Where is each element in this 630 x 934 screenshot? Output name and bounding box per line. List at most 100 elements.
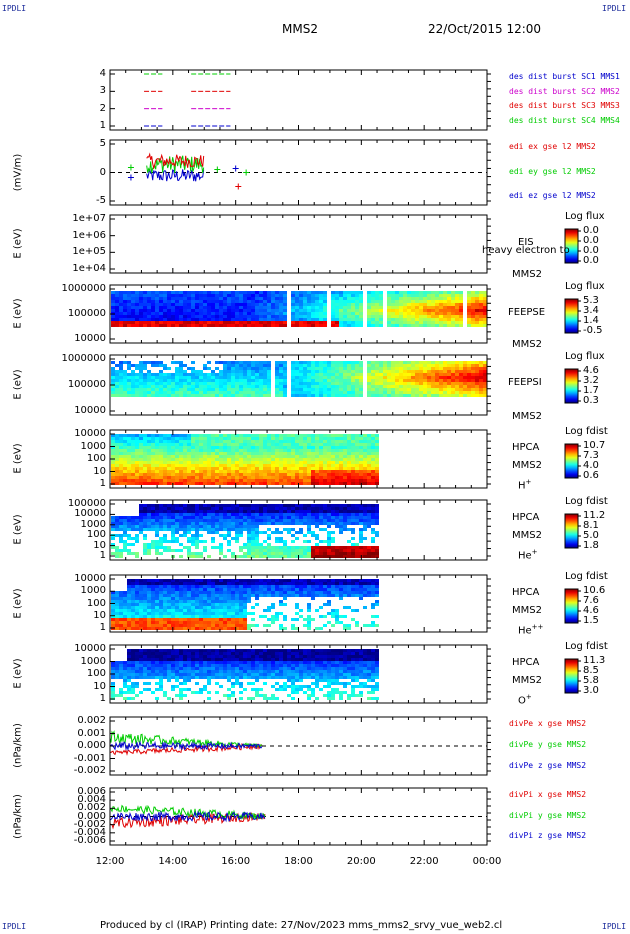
spectrogram-cell [187,467,191,470]
spectrogram-cell [111,306,115,309]
spectrogram-cell [167,528,171,531]
spectrogram-cell [407,385,411,388]
spectrogram-cell [215,376,219,379]
spectrogram-cell [359,528,363,531]
spectrogram-cell [147,473,151,476]
spectrogram-cell [171,385,175,388]
spectrogram-cell [395,391,399,394]
spectrogram-cell [287,446,291,449]
spectrogram-cell [263,458,267,461]
spectrogram-cell [271,318,275,321]
spectrogram-cell [459,388,463,391]
spectrogram-cell [323,440,327,443]
spectrogram-cell [175,385,179,388]
spectrogram-cell [167,446,171,449]
spectrogram-cell [275,516,279,519]
spectrogram-cell [187,606,191,609]
spectrogram-cell [191,443,195,446]
spectrogram-cell [267,546,271,549]
spectrogram-cell [271,507,275,510]
spectrogram-cell [255,552,259,555]
spectrogram-cell [283,370,287,373]
spectrogram-cell [151,594,155,597]
spectrogram-cell [363,513,367,516]
spectrogram-cell [475,315,479,318]
spectrogram-cell [315,443,319,446]
spectrogram-cell [235,522,239,525]
spectrogram-cell [195,321,199,324]
spectrogram-cell [351,294,355,297]
spectrogram-cell [371,394,375,397]
spectrogram-cell [235,455,239,458]
spectrogram-cell [447,312,451,315]
spectrogram-cell [271,470,275,473]
spectrogram-cell [155,476,159,479]
spectrogram-cell [287,470,291,473]
spectrogram-cell [307,452,311,455]
spectrogram-cell [115,552,119,555]
spectrogram-cell [343,528,347,531]
spectrogram-cell [235,306,239,309]
spectrogram-cell [167,627,171,630]
spectrogram-cell [159,513,163,516]
spectrogram-cell [411,291,415,294]
spectrogram-cell [251,309,255,312]
spectrogram-cell [131,537,135,540]
spectrogram-cell [395,324,399,327]
spectrogram-cell [175,315,179,318]
spectrogram-cell [375,309,379,312]
spectrogram-cell [363,446,367,449]
spectrogram-cell [275,321,279,324]
spectrogram-cell [215,318,219,321]
spectrogram-cell [295,388,299,391]
spectrogram-cell [355,546,359,549]
spectrogram-cell [203,461,207,464]
spectrogram-cell [307,531,311,534]
spectrogram-cell [211,507,215,510]
spectrogram-cell [267,385,271,388]
spectrogram-cell [167,470,171,473]
spectrogram-cell [187,294,191,297]
spectrogram-cell [259,367,263,370]
spectrogram-cell [155,306,159,309]
spectrogram-cell [483,364,487,367]
spectrogram-cell [159,440,163,443]
spectrogram-cell [239,385,243,388]
spectrogram-cell [175,531,179,534]
spectrogram-cell [223,555,227,558]
spectrogram-cell [295,522,299,525]
spectrogram-cell [371,367,375,370]
spectrogram-cell [407,367,411,370]
spectrogram-cell [347,300,351,303]
spectrogram-cell [159,522,163,525]
spectrogram-cell [179,461,183,464]
spectrogram-cell [371,461,375,464]
spectrogram-cell [135,367,139,370]
spectrogram-cell [327,546,331,549]
spectrogram-cell [355,461,359,464]
spectrogram-cell [131,303,135,306]
spectrogram-cell [455,300,459,303]
spectrogram-cell [279,394,283,397]
spectrogram-cell [259,464,263,467]
spectrogram-cell [115,519,119,522]
spacecraft-title: MMS2 [282,22,318,36]
spectrogram-cell [303,300,307,303]
spectrogram-cell [275,382,279,385]
spectrogram-cell [307,315,311,318]
spectrogram-cell [135,479,139,482]
spectrogram-cell [127,603,131,606]
spectrogram-cell [227,382,231,385]
spectrogram-cell [167,504,171,507]
spectrogram-cell [115,464,119,467]
spectrogram-cell [147,597,151,600]
spectrogram-cell [303,476,307,479]
spectrogram-cell [263,385,267,388]
spectrogram-cell [335,385,339,388]
spectrogram-cell [323,464,327,467]
spectrogram-cell [335,388,339,391]
spectrogram-cell [231,516,235,519]
spectrogram-cell [283,452,287,455]
spectrogram-cell [123,303,127,306]
spectrogram-cell [227,525,231,528]
